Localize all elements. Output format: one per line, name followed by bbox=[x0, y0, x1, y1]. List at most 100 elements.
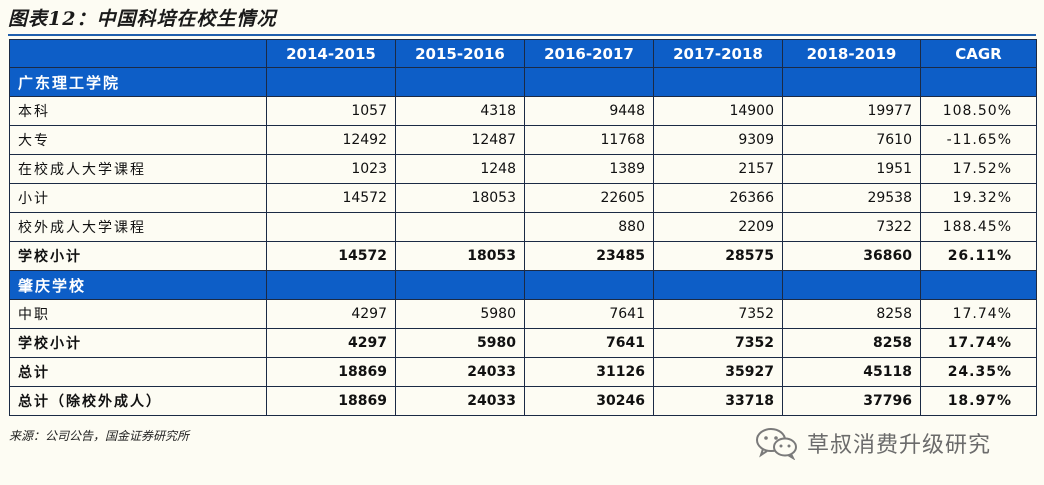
section-label: 肇庆学校 bbox=[9, 270, 267, 300]
cagr-cell: 26.11% bbox=[920, 241, 1037, 271]
row-label: 本科 bbox=[9, 96, 267, 126]
value-cell: 4297 bbox=[266, 328, 396, 358]
value-cell: 22605 bbox=[524, 183, 654, 213]
value-cell: 45118 bbox=[782, 357, 921, 387]
value-cell bbox=[782, 270, 921, 300]
value-cell: 28575 bbox=[653, 241, 783, 271]
section-header-row: 肇庆学校 bbox=[9, 270, 1037, 300]
header-row: 2014-2015 2015-2016 2016-2017 2017-2018 … bbox=[9, 39, 1037, 68]
cagr-cell: 17.74% bbox=[920, 299, 1037, 329]
value-cell: 2209 bbox=[653, 212, 783, 242]
column-header: 2015-2016 bbox=[395, 39, 525, 68]
value-cell bbox=[266, 270, 396, 300]
table-row: 学校小计 14572 18053 23485 28575 36860 26.11% bbox=[9, 241, 1037, 271]
value-cell: 8258 bbox=[782, 299, 921, 329]
value-cell: 23485 bbox=[524, 241, 654, 271]
value-cell bbox=[395, 212, 525, 242]
value-cell bbox=[266, 67, 396, 97]
value-cell: 8258 bbox=[782, 328, 921, 358]
title-divider bbox=[8, 34, 1036, 36]
table-row: 总计 18869 24033 31126 35927 45118 24.35% bbox=[9, 357, 1037, 387]
watermark: 草叔消费升级研究 bbox=[755, 426, 991, 460]
column-header: 2018-2019 bbox=[782, 39, 921, 68]
row-label: 中职 bbox=[9, 299, 267, 329]
row-label: 小计 bbox=[9, 183, 267, 213]
value-cell: 5980 bbox=[395, 328, 525, 358]
value-cell: 37796 bbox=[782, 386, 921, 416]
table-row: 学校小计 4297 5980 7641 7352 8258 17.74% bbox=[9, 328, 1037, 358]
cagr-cell: 19.32% bbox=[920, 183, 1037, 213]
value-cell: 18053 bbox=[395, 183, 525, 213]
value-cell: 7610 bbox=[782, 125, 921, 155]
row-label: 大专 bbox=[9, 125, 267, 155]
row-label: 学校小计 bbox=[9, 328, 267, 358]
cagr-cell: 108.50% bbox=[920, 96, 1037, 126]
value-cell: 14572 bbox=[266, 183, 396, 213]
value-cell: 18869 bbox=[266, 357, 396, 387]
wechat-icon bbox=[756, 428, 797, 460]
value-cell: 19977 bbox=[782, 96, 921, 126]
value-cell bbox=[395, 270, 525, 300]
value-cell: 1389 bbox=[524, 154, 654, 184]
row-label: 总计（除校外成人） bbox=[9, 386, 267, 416]
value-cell: 7641 bbox=[524, 299, 654, 329]
value-cell: 18053 bbox=[395, 241, 525, 271]
value-cell: 4318 bbox=[395, 96, 525, 126]
value-cell: 7322 bbox=[782, 212, 921, 242]
cagr-cell: -11.65% bbox=[920, 125, 1037, 155]
value-cell: 1951 bbox=[782, 154, 921, 184]
value-cell: 7352 bbox=[653, 299, 783, 329]
cagr-cell: 18.97% bbox=[920, 386, 1037, 416]
cagr-cell: 188.45% bbox=[920, 212, 1037, 242]
value-cell bbox=[524, 270, 654, 300]
value-cell: 2157 bbox=[653, 154, 783, 184]
value-cell bbox=[266, 212, 396, 242]
value-cell bbox=[395, 67, 525, 97]
value-cell: 36860 bbox=[782, 241, 921, 271]
row-label: 学校小计 bbox=[9, 241, 267, 271]
cagr-cell bbox=[920, 67, 1037, 97]
value-cell: 31126 bbox=[524, 357, 654, 387]
table-row: 小计 14572 18053 22605 26366 29538 19.32% bbox=[9, 183, 1037, 213]
value-cell: 14572 bbox=[266, 241, 396, 271]
cagr-cell: 24.35% bbox=[920, 357, 1037, 387]
value-cell: 1248 bbox=[395, 154, 525, 184]
table-row: 校外成人大学课程 880 2209 7322 188.45% bbox=[9, 212, 1037, 242]
value-cell: 30246 bbox=[524, 386, 654, 416]
column-header: 2014-2015 bbox=[266, 39, 396, 68]
data-table: 2014-2015 2015-2016 2016-2017 2017-2018 … bbox=[9, 39, 1037, 416]
value-cell: 9448 bbox=[524, 96, 654, 126]
section-header-row: 广东理工学院 bbox=[9, 67, 1037, 97]
value-cell: 24033 bbox=[395, 386, 525, 416]
value-cell bbox=[524, 67, 654, 97]
row-label: 校外成人大学课程 bbox=[9, 212, 267, 242]
value-cell: 18869 bbox=[266, 386, 396, 416]
table-row: 中职 4297 5980 7641 7352 8258 17.74% bbox=[9, 299, 1037, 329]
source-note: 来源：公司公告，国金证券研究所 bbox=[9, 429, 190, 443]
value-cell: 1023 bbox=[266, 154, 396, 184]
table-row: 总计（除校外成人） 18869 24033 30246 33718 37796 18.97% bbox=[9, 386, 1037, 416]
value-cell: 7352 bbox=[653, 328, 783, 358]
value-cell: 12487 bbox=[395, 125, 525, 155]
value-cell: 24033 bbox=[395, 357, 525, 387]
watermark-text: 草叔消费升级研究 bbox=[807, 433, 992, 458]
value-cell: 880 bbox=[524, 212, 654, 242]
table-row: 大专 12492 12487 11768 9309 7610 -11.65% bbox=[9, 125, 1037, 155]
value-cell: 14900 bbox=[653, 96, 783, 126]
value-cell: 5980 bbox=[395, 299, 525, 329]
value-cell: 9309 bbox=[653, 125, 783, 155]
value-cell: 7641 bbox=[524, 328, 654, 358]
column-header bbox=[9, 39, 267, 68]
value-cell bbox=[782, 67, 921, 97]
row-label: 在校成人大学课程 bbox=[9, 154, 267, 184]
value-cell: 33718 bbox=[653, 386, 783, 416]
value-cell: 35927 bbox=[653, 357, 783, 387]
column-header: 2016-2017 bbox=[524, 39, 654, 68]
column-header: CAGR bbox=[920, 39, 1037, 68]
value-cell: 11768 bbox=[524, 125, 654, 155]
value-cell: 12492 bbox=[266, 125, 396, 155]
cagr-cell: 17.74% bbox=[920, 328, 1037, 358]
cagr-cell bbox=[920, 270, 1037, 300]
cagr-cell: 17.52% bbox=[920, 154, 1037, 184]
value-cell bbox=[653, 270, 783, 300]
